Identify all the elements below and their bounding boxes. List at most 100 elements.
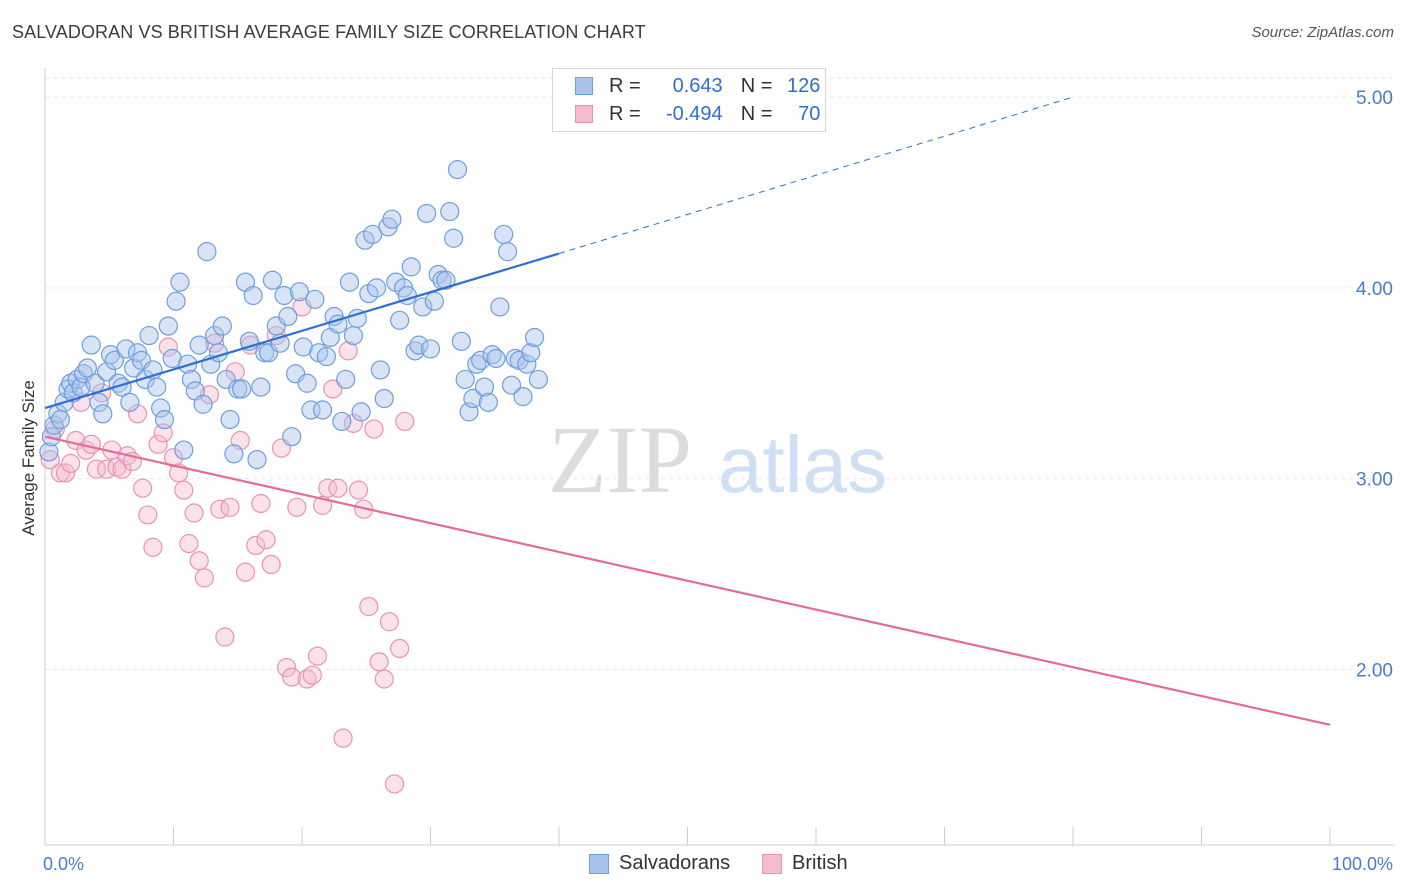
data-point-british	[235, 562, 256, 582]
data-point-salvadorans	[471, 350, 491, 370]
legend-r-label: R =	[609, 102, 641, 125]
data-point-british	[246, 535, 266, 556]
data-point-british	[133, 478, 153, 498]
data-point-salvadorans	[147, 377, 167, 397]
data-point-salvadorans	[151, 398, 171, 418]
data-point-salvadorans	[413, 297, 433, 317]
y-tick-label: 5.00	[1356, 88, 1393, 109]
data-point-salvadorans	[50, 409, 71, 430]
data-point-british	[348, 480, 369, 500]
data-point-salvadorans	[336, 369, 356, 390]
data-point-british	[148, 434, 168, 454]
data-point-salvadorans	[370, 360, 390, 380]
legend-row-salvadorans: R = 0.643 N = 126	[575, 73, 820, 99]
data-point-salvadorans	[39, 442, 59, 462]
data-point-salvadorans	[359, 283, 379, 304]
data-point-salvadorans	[120, 392, 140, 412]
data-point-british	[174, 480, 194, 500]
legend-item-british[interactable]: British	[762, 852, 848, 875]
data-point-salvadorans	[243, 285, 263, 306]
data-point-salvadorans	[401, 257, 421, 277]
legend-n-label: N =	[740, 102, 773, 125]
data-point-british	[395, 411, 415, 432]
data-point-british	[297, 669, 317, 689]
data-point-salvadorans	[524, 327, 545, 348]
data-point-salvadorans	[355, 230, 375, 250]
legend-swatch-salvadorans	[575, 77, 593, 95]
trend-line-british	[44, 435, 1331, 726]
data-point-british	[276, 657, 297, 678]
watermark-atlas: atlas	[718, 420, 887, 509]
data-point-british	[81, 434, 101, 454]
data-point-british	[143, 537, 163, 557]
data-point-salvadorans	[289, 282, 310, 302]
data-point-salvadorans	[154, 409, 175, 430]
data-point-british	[287, 497, 307, 517]
data-point-british	[215, 627, 235, 647]
data-point-british	[189, 551, 209, 571]
data-point-salvadorans	[139, 325, 159, 346]
data-point-british	[138, 505, 158, 525]
data-point-british	[328, 478, 348, 498]
series-salvadorans	[39, 159, 549, 470]
y-tick-label: 4.00	[1356, 279, 1393, 300]
data-point-salvadorans	[124, 358, 144, 378]
data-point-salvadorans	[424, 291, 444, 311]
data-point-salvadorans	[417, 203, 437, 224]
x-tick-label-start: 0.0%	[43, 854, 84, 874]
legend-swatch-british	[575, 105, 593, 123]
legend-n-value: 126	[787, 74, 821, 97]
data-point-salvadorans	[332, 411, 352, 432]
legend-r-value: 0.643	[672, 74, 723, 97]
data-point-salvadorans	[212, 316, 232, 336]
data-point-salvadorans	[247, 449, 267, 470]
data-point-salvadorans	[193, 394, 213, 414]
legend-swatch-british	[762, 853, 782, 874]
legend-n-label: N =	[740, 74, 773, 97]
data-point-british	[338, 341, 358, 361]
data-point-salvadorans	[81, 335, 101, 355]
data-point-british	[199, 385, 220, 405]
x-tick-label-end: 100.0%	[1332, 854, 1393, 874]
y-tick-label: 2.00	[1356, 660, 1393, 681]
data-point-salvadorans	[467, 354, 487, 374]
data-point-british	[302, 665, 322, 685]
data-point-british	[364, 419, 384, 439]
data-point-salvadorans	[77, 358, 98, 378]
data-point-british	[256, 530, 276, 550]
data-point-salvadorans	[436, 270, 456, 290]
legend-label-salvadorans: Salvadorans	[619, 852, 731, 874]
data-point-salvadorans	[474, 377, 495, 397]
data-point-salvadorans	[444, 228, 464, 248]
data-point-salvadorans	[455, 369, 475, 390]
data-point-british	[184, 503, 204, 523]
data-point-salvadorans	[374, 388, 394, 409]
data-point-salvadorans	[351, 402, 371, 422]
legend-swatch-salvadorans	[589, 853, 609, 874]
data-point-british	[333, 728, 353, 748]
data-point-british	[158, 337, 178, 357]
data-point-british	[251, 493, 271, 514]
data-point-salvadorans	[409, 335, 429, 355]
legend-item-salvadorans[interactable]: Salvadorans	[589, 852, 730, 875]
data-point-salvadorans	[447, 159, 468, 180]
data-point-british	[379, 612, 399, 632]
data-point-british	[61, 453, 81, 474]
data-point-british	[163, 448, 184, 468]
legend-label-british: British	[792, 852, 848, 874]
data-point-british	[282, 667, 302, 687]
data-point-british	[194, 568, 214, 588]
data-point-salvadorans	[305, 289, 325, 309]
axes	[44, 68, 1395, 846]
data-point-salvadorans	[501, 375, 522, 395]
data-point-salvadorans	[135, 369, 155, 390]
data-point-british	[220, 497, 240, 517]
legend-r-value: -0.494	[665, 102, 723, 125]
data-point-salvadorans	[166, 291, 186, 311]
watermark-zip: ZIP	[548, 406, 692, 513]
data-point-salvadorans	[343, 325, 363, 346]
trend-line-salvadorans	[44, 252, 560, 410]
data-point-british	[307, 646, 328, 666]
data-point-british	[205, 333, 225, 353]
y-tick-label: 3.00	[1356, 470, 1393, 491]
